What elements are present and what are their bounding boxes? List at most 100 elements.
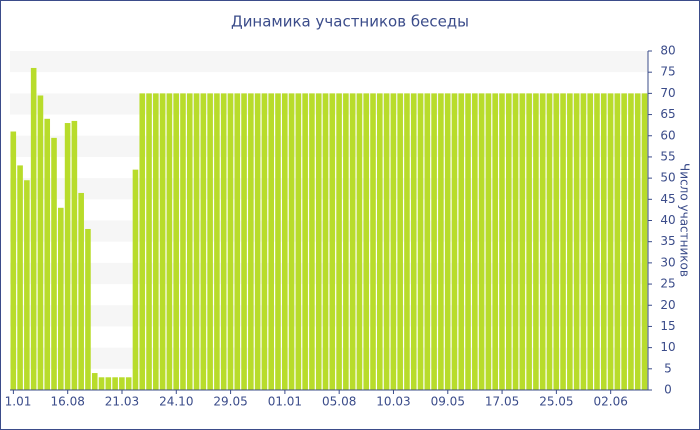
bar bbox=[594, 93, 600, 390]
bar bbox=[302, 93, 308, 390]
bar bbox=[397, 93, 403, 390]
bar bbox=[356, 93, 363, 390]
bar bbox=[492, 93, 498, 390]
bar bbox=[410, 93, 417, 390]
grid-band bbox=[10, 305, 648, 327]
bar bbox=[485, 93, 492, 390]
bar bbox=[370, 93, 376, 390]
bar bbox=[71, 120, 78, 390]
y-tick-label: 25 bbox=[660, 277, 675, 291]
bar bbox=[404, 93, 410, 390]
bar bbox=[105, 377, 112, 390]
bar bbox=[186, 93, 193, 390]
bar bbox=[139, 93, 146, 390]
bar bbox=[85, 228, 91, 390]
x-tick-label: 24.10 bbox=[159, 395, 193, 409]
y-tick-label: 0 bbox=[664, 383, 672, 397]
bar bbox=[560, 93, 566, 390]
chart-title: Динамика участников беседы bbox=[231, 13, 469, 31]
y-tick-label: 65 bbox=[660, 107, 675, 121]
bar bbox=[295, 93, 302, 390]
bar bbox=[390, 93, 397, 390]
bar bbox=[526, 93, 532, 390]
bar bbox=[621, 93, 627, 390]
grid-band bbox=[10, 347, 648, 369]
bar bbox=[78, 192, 84, 390]
bar bbox=[329, 93, 336, 390]
y-tick-label: 5 bbox=[664, 361, 672, 375]
grid-band bbox=[10, 93, 648, 115]
bar bbox=[10, 131, 17, 390]
bar bbox=[146, 93, 152, 390]
x-tick-label: 1.01 bbox=[5, 395, 32, 409]
x-tick-label: 01.01 bbox=[268, 395, 302, 409]
bar bbox=[533, 93, 539, 390]
bar bbox=[458, 93, 465, 390]
x-tick-label: 25.05 bbox=[539, 395, 573, 409]
bar bbox=[207, 93, 213, 390]
bar bbox=[438, 93, 444, 390]
bar bbox=[220, 93, 227, 390]
y-tick-label: 20 bbox=[660, 298, 675, 312]
bar bbox=[17, 165, 23, 390]
bar bbox=[173, 93, 179, 390]
bar bbox=[607, 93, 614, 390]
bar bbox=[288, 93, 295, 390]
bar bbox=[349, 93, 356, 390]
bar bbox=[377, 93, 383, 390]
y-tick-label: 15 bbox=[660, 319, 675, 333]
bar bbox=[132, 169, 139, 390]
bar bbox=[275, 93, 281, 390]
bar bbox=[200, 93, 207, 390]
bar bbox=[539, 93, 546, 390]
bar bbox=[37, 95, 44, 391]
bar bbox=[248, 93, 254, 390]
bar bbox=[125, 377, 132, 390]
x-tick-label: 02.06 bbox=[593, 395, 627, 409]
bar bbox=[336, 93, 342, 390]
bar bbox=[587, 93, 594, 390]
y-tick-label: 30 bbox=[660, 255, 675, 269]
x-tick-label: 09.05 bbox=[431, 395, 465, 409]
bar bbox=[363, 93, 370, 390]
y-tick-label: 80 bbox=[660, 44, 675, 58]
bar bbox=[268, 93, 275, 390]
bar bbox=[227, 93, 234, 390]
bar bbox=[444, 93, 451, 390]
grid-band bbox=[10, 262, 648, 285]
y-tick-label: 10 bbox=[660, 340, 675, 354]
bar bbox=[119, 377, 125, 390]
bar bbox=[254, 93, 261, 390]
bar bbox=[634, 93, 641, 390]
grid-band bbox=[10, 178, 648, 200]
bar bbox=[44, 118, 51, 391]
bar bbox=[383, 93, 390, 390]
bar bbox=[261, 93, 268, 390]
bar bbox=[499, 93, 505, 390]
bar bbox=[281, 93, 288, 390]
bar bbox=[51, 137, 57, 390]
bar bbox=[614, 93, 621, 390]
bar bbox=[417, 93, 424, 390]
bar bbox=[234, 93, 241, 390]
bar bbox=[580, 93, 587, 390]
bar bbox=[153, 93, 159, 390]
bar bbox=[58, 207, 64, 390]
y-tick-label: 55 bbox=[660, 149, 675, 163]
x-tick-label: 16.08 bbox=[51, 395, 85, 409]
y-tick-label: 50 bbox=[660, 171, 675, 185]
x-tick-label: 05.08 bbox=[322, 395, 356, 409]
bar bbox=[451, 93, 458, 390]
bar bbox=[322, 93, 329, 390]
y-tick-label: 60 bbox=[660, 128, 675, 142]
bar bbox=[573, 93, 580, 390]
y-tick-label: 70 bbox=[660, 86, 675, 100]
bar bbox=[505, 93, 512, 390]
x-tick-label: 21.03 bbox=[105, 395, 139, 409]
bar bbox=[567, 93, 573, 390]
x-tick-label: 29.05 bbox=[213, 395, 247, 409]
y-tick-label: 45 bbox=[660, 192, 675, 206]
bar bbox=[641, 93, 648, 390]
y-tick-label: 75 bbox=[660, 65, 675, 79]
bar bbox=[241, 93, 247, 390]
